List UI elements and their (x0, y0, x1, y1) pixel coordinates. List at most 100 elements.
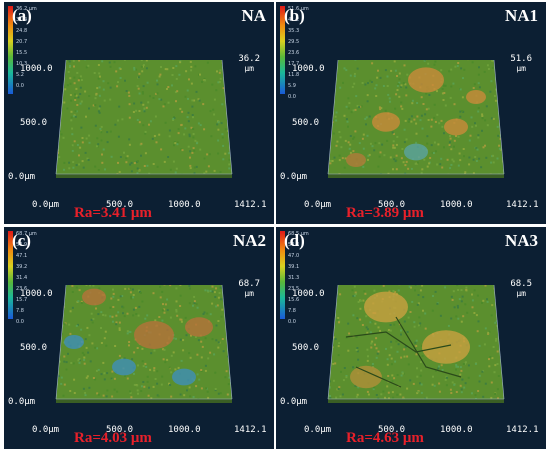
y-tick: 0.0μm (8, 397, 36, 407)
panel-b: 51.6 μm 41.2 35.3 29.5 23.6 17.7 11.8 5.… (276, 2, 546, 224)
x-tick: 500.0 (106, 200, 134, 210)
surface-texture (56, 285, 232, 399)
axis-line (493, 284, 505, 400)
y-tick: 1000.0 (292, 64, 325, 74)
roughness-label: Ra=4.03 μm (74, 430, 152, 446)
legend-value: 47.1 (16, 253, 28, 259)
legend-value: 0.0 (16, 83, 24, 89)
legend-value: 0.0 (288, 319, 296, 325)
legend-value: 54.9 (16, 242, 28, 248)
x-tick: 1000.0 (168, 425, 201, 435)
legend-values: 68.7 μm 54.9 47.1 39.2 31.4 23.6 15.7 7.… (16, 229, 37, 328)
x-tick: 1000.0 (168, 200, 201, 210)
legend-value: 7.8 (16, 308, 24, 314)
legend-value: 39.2 (16, 264, 28, 270)
x-tick: 1412.1 (234, 200, 267, 210)
surface-feature (466, 90, 486, 104)
surface-feature (185, 317, 213, 337)
legend-value: 20.7 (16, 39, 28, 45)
legend-value: 39.1 (288, 264, 300, 270)
y-tick: 0.0μm (8, 172, 36, 182)
y-tick: 500.0 (20, 118, 48, 128)
surface-feature (64, 335, 84, 349)
legend-value: 24.8 (16, 28, 28, 34)
surface-texture (328, 285, 504, 399)
x-tick: 0.0μm (304, 200, 332, 210)
color-scale-legend (280, 231, 285, 319)
y-tick: 0.0μm (280, 172, 308, 182)
y-tick: 1000.0 (292, 289, 325, 299)
sample-name: NA (241, 6, 266, 25)
legend-value: 0.0 (288, 94, 296, 100)
y-tick: 1000.0 (20, 64, 53, 74)
x-tick: 1412.1 (506, 425, 539, 435)
surface-feature (134, 321, 174, 349)
axis-line (327, 284, 339, 400)
legend-value: 68.7 μm (16, 231, 37, 237)
y-tick: 1000.0 (20, 289, 53, 299)
sample-name: NA2 (232, 231, 266, 250)
y-tick: 500.0 (292, 118, 320, 128)
surface-feature (350, 365, 382, 389)
y-tick: 500.0 (20, 343, 48, 353)
surface-feature (444, 118, 468, 136)
x-tick: 1000.0 (440, 425, 473, 435)
color-scale-legend (8, 6, 13, 94)
axis-line (327, 59, 339, 175)
roughness-label: Ra=4.63 μm (346, 430, 424, 446)
surface-feature (408, 67, 444, 93)
surface-plot (327, 284, 505, 403)
axis-line (221, 59, 233, 175)
z-max-label: 68.5 μm (510, 279, 532, 298)
roughness-label: Ra=3.89 μm (346, 205, 424, 221)
surface-plot (55, 284, 233, 403)
x-tick: 1412.1 (506, 200, 539, 210)
roughness-label: Ra=3.41 μm (74, 205, 152, 221)
legend-value: 23.6 (16, 286, 28, 292)
legend-value: 7.8 (288, 308, 296, 314)
surface-crack (345, 331, 452, 353)
legend-value: 51.6 μm (288, 6, 309, 12)
axis-line (221, 284, 233, 400)
panel-letter: (b) (284, 6, 305, 25)
surface-front (328, 174, 504, 178)
x-tick: 500.0 (378, 200, 406, 210)
surface-plot (327, 59, 505, 178)
panel-d: 68.5 μm 54.8 47.0 39.1 31.3 23.5 15.6 7.… (276, 227, 546, 449)
legend-value: 36.2 μm (16, 6, 37, 12)
surface-crack (355, 366, 402, 388)
color-scale-legend (280, 6, 285, 94)
legend-value: 31.4 (16, 275, 28, 281)
x-tick: 0.0μm (32, 425, 60, 435)
legend-value: 17.7 (288, 61, 300, 67)
legend-value: 5.2 (16, 72, 24, 78)
surface-feature (346, 153, 366, 167)
legend-value: 15.7 (16, 297, 28, 303)
axis-line (493, 59, 505, 175)
axis-line (55, 59, 67, 175)
z-max-label: 36.2 μm (238, 54, 260, 73)
color-scale-legend (8, 231, 13, 319)
surface-feature (364, 291, 408, 323)
x-tick: 500.0 (106, 425, 134, 435)
legend-value: 5.9 (288, 83, 296, 89)
x-tick: 1000.0 (440, 200, 473, 210)
legend-value: 47.0 (288, 253, 300, 259)
legend-value: 29.5 (288, 39, 300, 45)
legend-value: 10.3 (16, 61, 28, 67)
axis-line (55, 284, 67, 400)
x-tick: 0.0μm (32, 200, 60, 210)
x-tick: 500.0 (378, 425, 406, 435)
legend-value: 41.2 (288, 17, 300, 23)
legend-value: 23.6 (288, 50, 300, 56)
legend-value: 23.5 (288, 286, 300, 292)
x-tick: 1412.1 (234, 425, 267, 435)
panel-letter: (c) (12, 231, 31, 250)
legend-values: 68.5 μm 54.8 47.0 39.1 31.3 23.5 15.6 7.… (288, 229, 309, 328)
surface-texture (328, 60, 504, 174)
legend-values: 51.6 μm 41.2 35.3 29.5 23.6 17.7 11.8 5.… (288, 4, 309, 103)
surface-front (56, 399, 232, 403)
surface-front (328, 399, 504, 403)
surface-feature (82, 288, 106, 306)
legend-value: 31.3 (288, 275, 300, 281)
